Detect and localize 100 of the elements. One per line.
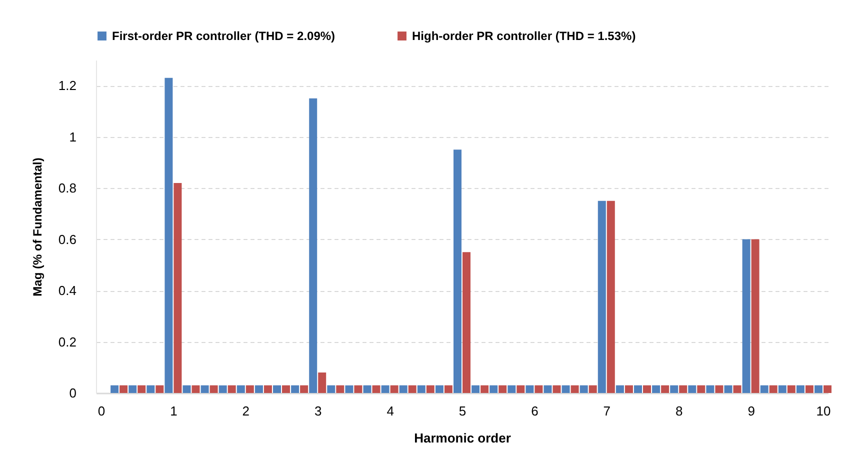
y-axis-title: Mag (% of Fundamental) [30, 158, 44, 296]
bar [498, 385, 507, 393]
bar [138, 385, 146, 393]
bar [309, 98, 318, 393]
x-tick-label: 3 [314, 404, 322, 418]
bar [472, 385, 480, 393]
bar [760, 385, 768, 393]
bar [254, 385, 263, 393]
bar [462, 252, 470, 393]
bar [182, 385, 191, 393]
bar [570, 385, 579, 393]
bar [562, 385, 570, 393]
bar [652, 385, 660, 393]
x-tick-label: 4 [386, 404, 394, 418]
bar [769, 385, 778, 393]
legend-label: First-order PR controller (THD = 2.09%) [112, 29, 336, 43]
bar [814, 385, 822, 393]
bar [156, 385, 164, 393]
bar [236, 385, 245, 393]
bar [417, 385, 426, 393]
y-tick-label: 0.2 [58, 334, 76, 350]
bar [697, 385, 706, 393]
bar [742, 239, 750, 393]
bar [218, 385, 227, 393]
bar [336, 385, 344, 393]
bar [174, 182, 182, 393]
bar [291, 385, 300, 393]
bar [552, 385, 561, 393]
bar [454, 150, 462, 393]
bar [264, 385, 272, 393]
bar [282, 385, 290, 393]
bar [778, 385, 786, 393]
x-tick-label: 1 [170, 404, 178, 418]
bar [345, 385, 354, 393]
x-tick-label: 7 [603, 404, 611, 418]
bar [490, 385, 498, 393]
legend-label: High-order PR controller (THD = 1.53%) [412, 29, 636, 43]
y-tick-label: 0.4 [58, 283, 76, 298]
bar [192, 385, 200, 393]
bar [805, 385, 814, 393]
bar [516, 385, 525, 393]
bar [480, 385, 489, 393]
bar [588, 385, 597, 393]
bar [399, 385, 408, 393]
x-tick-label: 0 [98, 404, 106, 418]
x-tick-label: 10 [816, 404, 831, 418]
bar [110, 385, 119, 393]
bar [661, 385, 670, 393]
bar [643, 385, 651, 393]
bar [787, 385, 796, 393]
bar [544, 385, 552, 393]
y-tick-label: 1 [69, 129, 76, 144]
y-tick-label: 0 [69, 386, 76, 400]
bar [390, 385, 398, 393]
bar [354, 385, 362, 393]
bar [679, 385, 688, 393]
bar [824, 385, 832, 393]
x-tick-label: 8 [675, 404, 683, 418]
bar [624, 385, 633, 393]
bar [128, 385, 137, 393]
bar [363, 385, 372, 393]
bar [606, 200, 615, 393]
bar [381, 385, 390, 393]
bar [670, 385, 678, 393]
bar [751, 239, 760, 393]
bar [120, 385, 128, 393]
x-tick-label: 9 [748, 404, 755, 418]
bar [273, 385, 281, 393]
bar [372, 385, 380, 393]
bar [733, 385, 742, 393]
bar [724, 385, 732, 393]
bar [246, 385, 254, 393]
y-tick-label: 1.2 [58, 78, 76, 94]
bar [300, 385, 308, 393]
bar [435, 385, 444, 393]
bar [526, 385, 534, 393]
bar [210, 385, 218, 393]
bar [444, 385, 452, 393]
bar [426, 385, 434, 393]
bar [715, 385, 724, 393]
x-tick-label: 5 [458, 404, 466, 418]
bar [634, 385, 642, 393]
bar [706, 385, 714, 393]
bar [534, 385, 543, 393]
bar [318, 372, 326, 393]
bar [408, 385, 416, 393]
bar [164, 78, 173, 393]
bar [228, 385, 236, 393]
bar [796, 385, 804, 393]
x-axis-title: Harmonic order [414, 430, 511, 446]
bar [146, 385, 155, 393]
bar [598, 200, 606, 393]
bar [508, 385, 516, 393]
bar [200, 385, 209, 393]
y-tick-label: 0.8 [58, 180, 76, 196]
bar [616, 385, 624, 393]
x-tick-label: 6 [531, 404, 538, 418]
x-tick-label: 2 [242, 404, 250, 418]
bar [327, 385, 336, 393]
y-tick-label: 0.6 [58, 232, 76, 247]
